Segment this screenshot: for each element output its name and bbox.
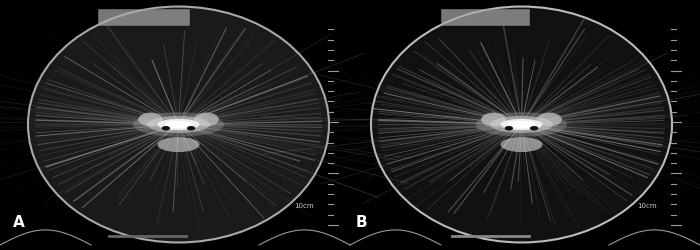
Ellipse shape bbox=[530, 126, 538, 131]
Ellipse shape bbox=[158, 119, 199, 130]
Ellipse shape bbox=[508, 121, 536, 129]
Ellipse shape bbox=[139, 113, 162, 127]
Ellipse shape bbox=[482, 113, 505, 127]
Ellipse shape bbox=[162, 126, 170, 131]
Ellipse shape bbox=[371, 8, 672, 242]
Ellipse shape bbox=[490, 116, 553, 134]
Bar bbox=[98, 10, 189, 26]
Ellipse shape bbox=[164, 121, 193, 129]
Ellipse shape bbox=[147, 116, 210, 134]
Text: A: A bbox=[13, 214, 25, 229]
Bar bbox=[441, 10, 528, 26]
Ellipse shape bbox=[158, 138, 199, 152]
Ellipse shape bbox=[476, 113, 567, 137]
Ellipse shape bbox=[538, 113, 561, 127]
Ellipse shape bbox=[500, 138, 542, 152]
Ellipse shape bbox=[505, 126, 513, 131]
Ellipse shape bbox=[500, 119, 542, 130]
Ellipse shape bbox=[187, 126, 195, 131]
Ellipse shape bbox=[28, 8, 329, 242]
Text: 10cm: 10cm bbox=[294, 202, 314, 208]
Text: 10cm: 10cm bbox=[637, 202, 657, 208]
Text: B: B bbox=[356, 214, 368, 229]
Ellipse shape bbox=[195, 113, 218, 127]
Ellipse shape bbox=[133, 113, 224, 137]
